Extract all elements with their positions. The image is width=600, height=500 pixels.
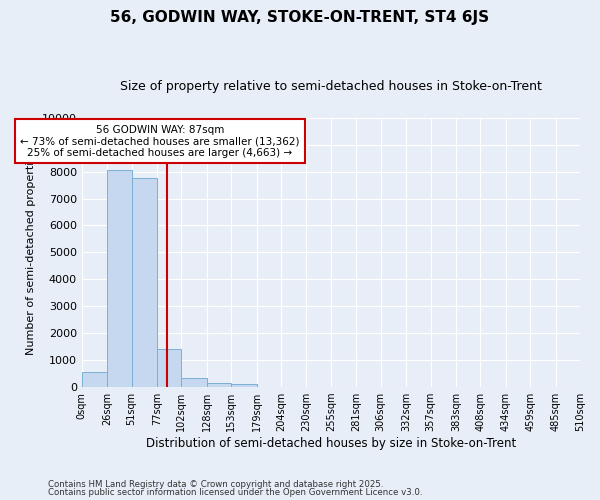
Bar bbox=[181, 378, 207, 387]
Bar bbox=[231, 384, 257, 387]
Text: Contains HM Land Registry data © Crown copyright and database right 2025.: Contains HM Land Registry data © Crown c… bbox=[48, 480, 383, 489]
Text: 56, GODWIN WAY, STOKE-ON-TRENT, ST4 6JS: 56, GODWIN WAY, STOKE-ON-TRENT, ST4 6JS bbox=[110, 10, 490, 25]
Y-axis label: Number of semi-detached properties: Number of semi-detached properties bbox=[26, 150, 37, 356]
Bar bbox=[82, 372, 107, 387]
Text: Contains public sector information licensed under the Open Government Licence v3: Contains public sector information licen… bbox=[48, 488, 422, 497]
Bar bbox=[157, 350, 181, 387]
Text: 56 GODWIN WAY: 87sqm
← 73% of semi-detached houses are smaller (13,362)
25% of s: 56 GODWIN WAY: 87sqm ← 73% of semi-detac… bbox=[20, 124, 300, 158]
Bar bbox=[131, 178, 157, 387]
Title: Size of property relative to semi-detached houses in Stoke-on-Trent: Size of property relative to semi-detach… bbox=[120, 80, 542, 93]
Bar bbox=[107, 170, 131, 387]
X-axis label: Distribution of semi-detached houses by size in Stoke-on-Trent: Distribution of semi-detached houses by … bbox=[146, 437, 516, 450]
Bar bbox=[207, 382, 231, 387]
